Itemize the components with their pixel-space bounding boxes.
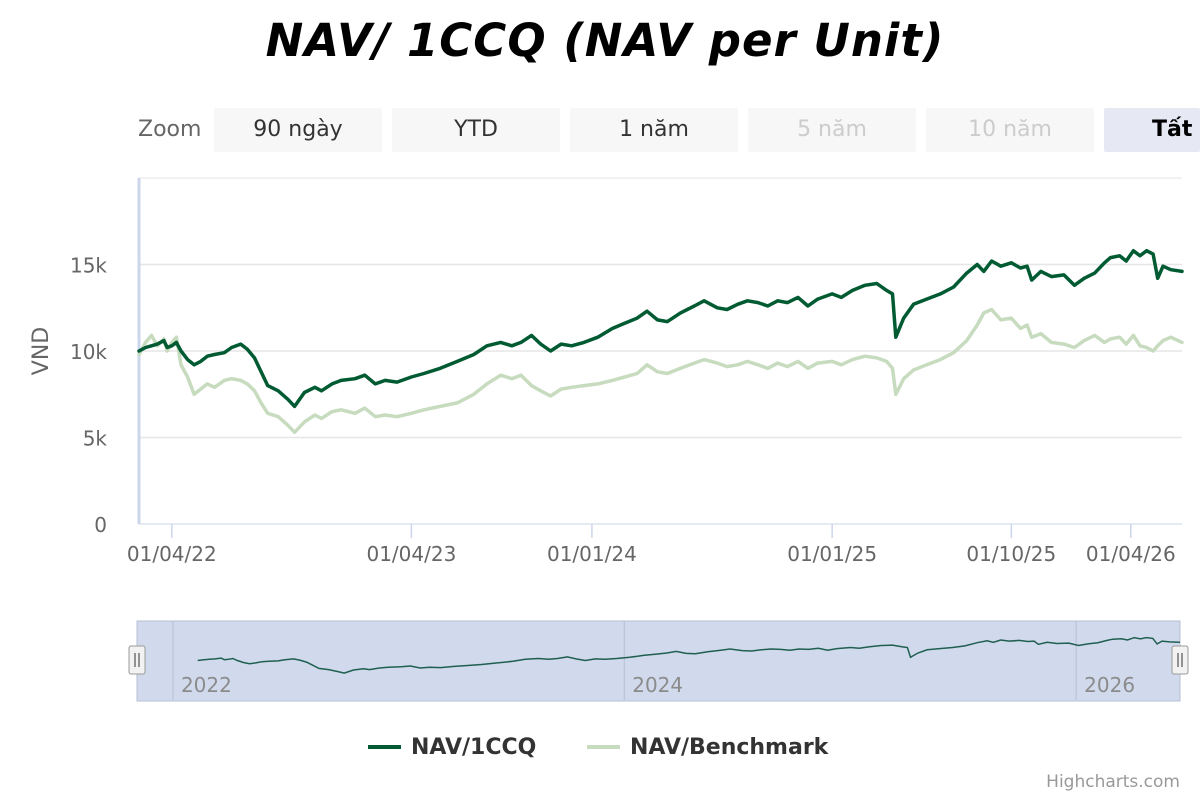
zoom-label: Zoom (138, 117, 202, 142)
y-tick-label: 10k (70, 340, 107, 364)
plot-series (137, 248, 1184, 435)
zoom-1-year-button[interactable]: 1 năm (570, 108, 738, 152)
navigator-left-handle[interactable] (128, 645, 146, 675)
y-tick-labels: 0 5k 10k 15k (70, 254, 107, 538)
navigator[interactable]: 2022 2024 2026 (128, 620, 1189, 702)
y-tick-label: 0 (94, 513, 107, 537)
legend-item-nav[interactable]: NAV/1CCQ (368, 732, 536, 762)
chart-title: NAV/ 1CCQ (NAV per Unit) (265, 14, 945, 67)
navigator-year-label: 2022 (181, 673, 232, 697)
navigator-series-line (197, 636, 1181, 674)
x-tick-label: 01/04/22 (127, 542, 217, 566)
navigator-year-label: 2024 (632, 673, 683, 697)
zoom-10-years-button[interactable]: 10 năm (926, 108, 1094, 152)
x-tick-label: 01/10/25 (966, 542, 1056, 566)
x-tick-labels: 01/04/22 01/04/23 01/01/24 01/01/25 01/10/25… (127, 524, 1176, 566)
legend-label-nav: NAV/1CCQ (411, 734, 537, 760)
x-tick-label: 01/04/23 (366, 542, 456, 566)
credits-link[interactable]: Highcharts.com (1046, 772, 1180, 792)
legend-swatch-nav (368, 745, 401, 749)
navigator-mask[interactable] (136, 620, 1181, 702)
x-tick-label: 01/01/25 (787, 542, 877, 566)
series-nav-line (137, 248, 1184, 409)
zoom-5-years-button[interactable]: 5 năm (748, 108, 916, 152)
navigator-grid (172, 621, 1077, 700)
navigator-year-label: 2026 (1084, 673, 1135, 697)
legend-swatch-benchmark (587, 745, 620, 749)
series-benchmark-line (137, 307, 1184, 435)
zoom-all-button[interactable]: Tất (1104, 108, 1200, 152)
grid-lines (139, 177, 1182, 439)
y-axis-title: VND (29, 327, 54, 375)
zoom-ytd-button[interactable]: YTD (392, 108, 560, 152)
x-tick-label: 01/04/26 (1086, 542, 1176, 566)
y-tick-label: 15k (70, 254, 107, 278)
zoom-90-days-button[interactable]: 90 ngày (214, 108, 382, 152)
navigator-labels: 2022 2024 2026 (181, 673, 1135, 697)
navigator-series (197, 636, 1181, 674)
legend-label-benchmark: NAV/Benchmark (630, 734, 829, 760)
navigator-right-handle[interactable] (1171, 645, 1189, 675)
y-tick-label: 5k (83, 427, 108, 451)
legend-item-benchmark[interactable]: NAV/Benchmark (587, 732, 828, 762)
x-tick-label: 01/01/24 (547, 542, 637, 566)
